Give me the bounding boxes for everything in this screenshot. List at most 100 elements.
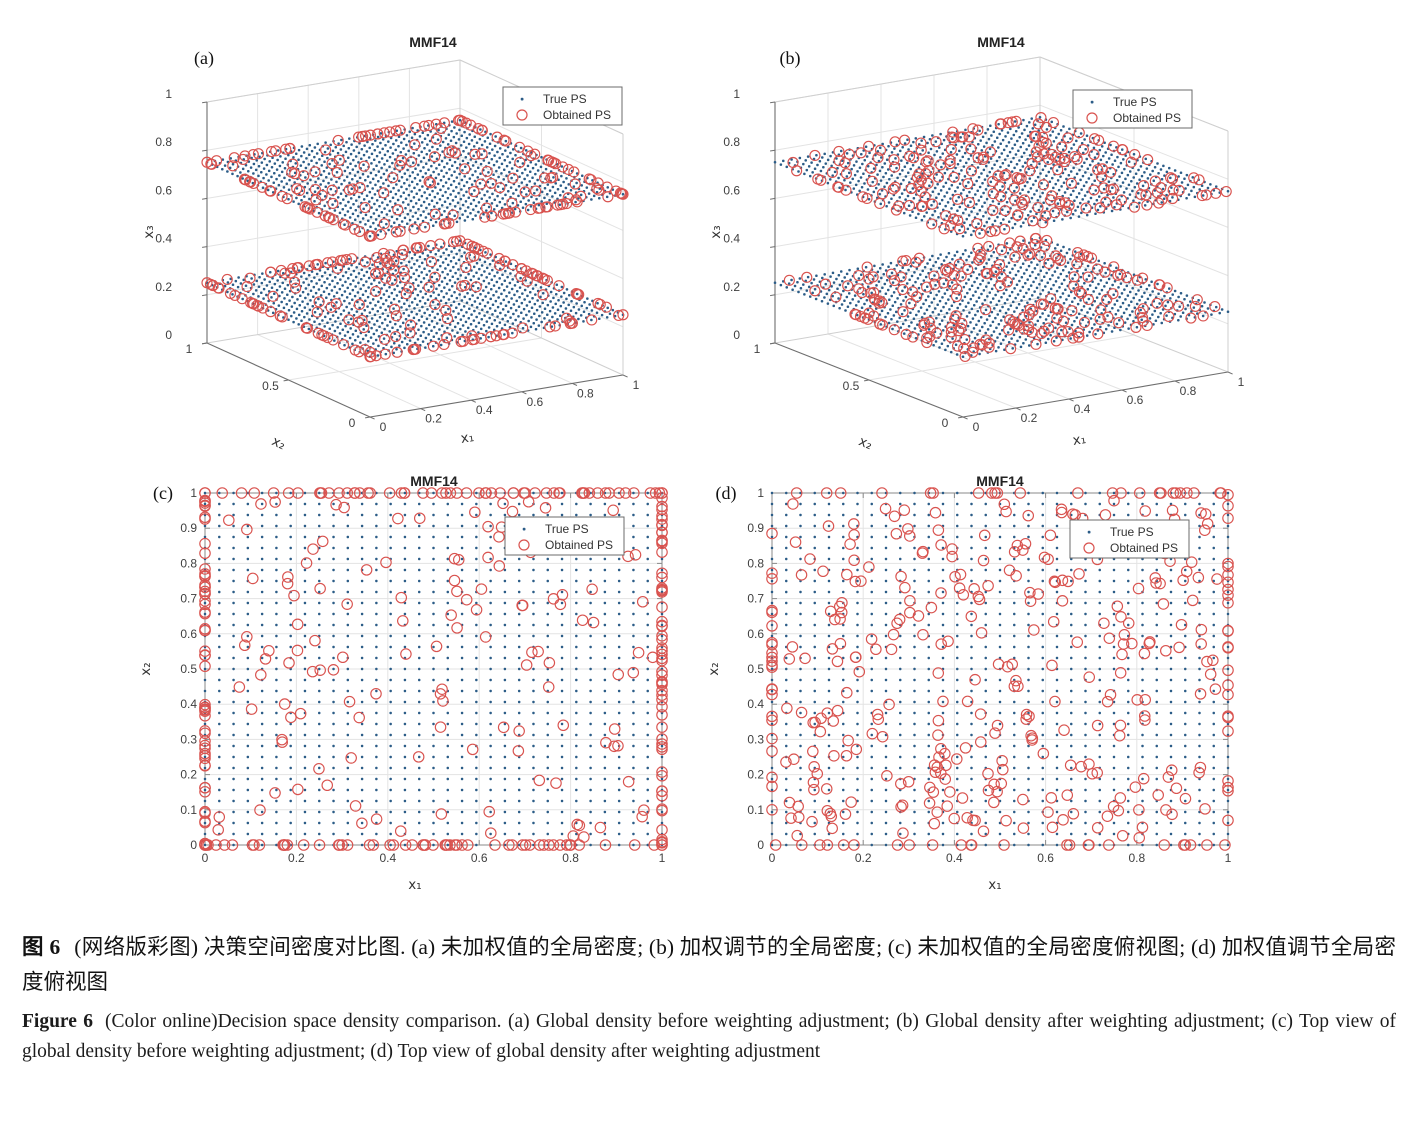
true-ps-dot bbox=[1150, 280, 1153, 283]
true-ps-dot bbox=[400, 261, 403, 265]
true-ps-dot bbox=[540, 320, 543, 324]
true-ps-dot bbox=[1015, 162, 1019, 166]
obtained-ps-circle bbox=[201, 277, 213, 289]
true-ps-dot bbox=[866, 285, 870, 289]
true-ps-dot bbox=[579, 314, 583, 317]
true-ps-dot bbox=[308, 318, 311, 321]
true-ps-dot bbox=[1120, 292, 1124, 295]
true-ps-dot bbox=[366, 175, 370, 178]
true-ps-dot bbox=[411, 224, 414, 228]
true-ps-dot bbox=[534, 172, 537, 176]
true-ps-dot bbox=[1101, 298, 1105, 302]
true-ps-dot bbox=[991, 200, 995, 203]
true-ps-dot bbox=[899, 326, 903, 329]
tick-label: 1 bbox=[754, 342, 761, 356]
true-ps-dot bbox=[283, 176, 286, 180]
true-ps-dot bbox=[395, 250, 398, 253]
true-ps-dot bbox=[909, 167, 912, 171]
true-ps-dot bbox=[1066, 261, 1070, 265]
true-ps-dot bbox=[1092, 290, 1095, 293]
true-ps-dot bbox=[454, 141, 458, 145]
true-ps-dot bbox=[452, 310, 455, 313]
grid-line bbox=[283, 379, 289, 382]
true-ps-dot bbox=[958, 182, 962, 186]
true-ps-dot bbox=[986, 128, 990, 131]
true-ps-dot bbox=[997, 146, 1000, 149]
true-ps-dot bbox=[1018, 335, 1022, 339]
true-ps-dot bbox=[441, 270, 444, 274]
true-ps-dot bbox=[439, 188, 442, 192]
true-ps-dot bbox=[605, 316, 609, 319]
obtained-ps-circle bbox=[454, 114, 466, 126]
true-ps-dot bbox=[302, 151, 306, 154]
true-ps-dot bbox=[443, 330, 446, 333]
true-ps-dot bbox=[869, 305, 872, 308]
true-ps-dot bbox=[403, 172, 407, 175]
obtained-ps-circle bbox=[507, 259, 519, 271]
grid-line bbox=[1039, 104, 1229, 180]
true-ps-dot bbox=[993, 140, 997, 143]
true-ps-dot bbox=[265, 173, 268, 176]
true-ps-dot bbox=[913, 327, 917, 330]
true-ps-dot bbox=[1055, 136, 1058, 139]
true-ps-dot bbox=[812, 157, 816, 161]
true-ps-dot bbox=[924, 298, 928, 302]
true-ps-dot bbox=[979, 195, 983, 198]
true-ps-dot bbox=[486, 180, 490, 184]
true-ps-dot bbox=[280, 180, 283, 183]
true-ps-dot bbox=[543, 187, 547, 190]
true-ps-dot bbox=[385, 222, 388, 226]
true-ps-dot bbox=[863, 159, 866, 162]
true-ps-dot bbox=[424, 292, 427, 296]
true-ps-dot bbox=[975, 179, 978, 183]
true-ps-dot bbox=[506, 145, 510, 149]
true-ps-dot bbox=[900, 159, 903, 162]
true-ps-dot bbox=[384, 299, 388, 302]
obtained-ps-circle bbox=[303, 260, 315, 272]
true-ps-dot bbox=[357, 195, 361, 199]
true-ps-dot bbox=[1009, 281, 1013, 284]
obtained-ps-circle bbox=[358, 321, 370, 334]
true-ps-dot bbox=[986, 174, 989, 178]
true-ps-dot bbox=[462, 194, 465, 197]
true-ps-dot bbox=[904, 318, 907, 322]
obtained-ps-circle bbox=[575, 190, 587, 202]
true-ps-dot bbox=[1134, 172, 1138, 175]
true-ps-dot bbox=[1065, 251, 1069, 255]
true-ps-dot bbox=[999, 263, 1002, 266]
true-ps-dot bbox=[343, 179, 346, 182]
true-ps-dot bbox=[409, 320, 413, 323]
true-ps-dot bbox=[356, 214, 360, 218]
true-ps-dot bbox=[345, 175, 349, 179]
true-ps-dot bbox=[1021, 285, 1025, 289]
true-ps-dot bbox=[498, 267, 502, 271]
true-ps-dot bbox=[1152, 323, 1155, 326]
true-ps-dot bbox=[528, 300, 531, 304]
true-ps-dot bbox=[525, 183, 529, 187]
true-ps-dot bbox=[874, 186, 878, 190]
true-ps-dot bbox=[1018, 215, 1022, 218]
true-ps-dot bbox=[334, 145, 338, 149]
true-ps-dot bbox=[489, 297, 492, 301]
true-ps-dot bbox=[465, 266, 468, 270]
true-ps-dot bbox=[388, 320, 392, 324]
true-ps-dot bbox=[529, 170, 532, 173]
true-ps-dot bbox=[549, 290, 553, 294]
true-ps-dot bbox=[1104, 271, 1107, 275]
true-ps-dot bbox=[903, 309, 906, 312]
true-ps-dot bbox=[840, 149, 843, 153]
true-ps-dot bbox=[263, 278, 266, 281]
true-ps-dot bbox=[1117, 286, 1120, 289]
true-ps-dot bbox=[330, 289, 334, 292]
true-ps-dot bbox=[523, 288, 527, 292]
true-ps-dot bbox=[527, 319, 530, 323]
true-ps-dot bbox=[889, 308, 892, 311]
true-ps-dot bbox=[939, 132, 942, 136]
true-ps-dot bbox=[459, 274, 462, 277]
true-ps-dot bbox=[1072, 166, 1075, 170]
true-ps-dot bbox=[375, 199, 379, 202]
true-ps-dot bbox=[554, 302, 557, 306]
true-ps-dot bbox=[262, 176, 265, 180]
true-ps-dot bbox=[403, 302, 406, 305]
obtained-ps-circle bbox=[264, 185, 276, 197]
